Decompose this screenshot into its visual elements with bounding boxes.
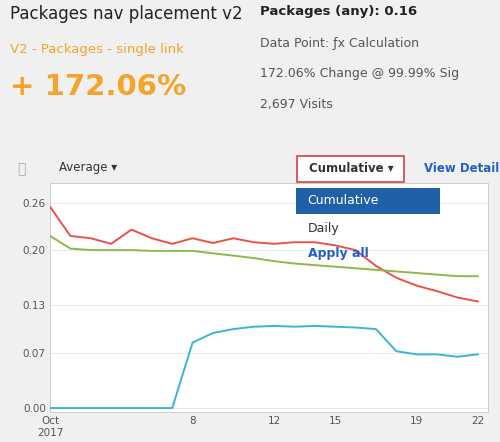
Text: Packages (any): 0.16: Packages (any): 0.16	[260, 4, 417, 18]
Text: V2 - Packages - single link: V2 - Packages - single link	[10, 43, 184, 56]
Text: Average ▾: Average ▾	[59, 161, 117, 174]
Text: 172.06% Change @ 99.99% Sig: 172.06% Change @ 99.99% Sig	[260, 67, 459, 80]
Text: Cumulative: Cumulative	[308, 194, 379, 207]
Text: Data Point: ƒx Calculation: Data Point: ƒx Calculation	[260, 37, 419, 50]
Text: + 172.06%: + 172.06%	[10, 73, 186, 102]
Text: 🖈: 🖈	[17, 163, 25, 176]
Text: View Details: View Details	[424, 161, 500, 175]
Text: Apply all: Apply all	[308, 247, 368, 259]
Text: Packages nav placement v2: Packages nav placement v2	[10, 4, 242, 23]
Text: Daily: Daily	[308, 222, 339, 235]
FancyBboxPatch shape	[296, 156, 405, 182]
Text: Cumulative ▾: Cumulative ▾	[309, 161, 394, 175]
Text: 2,697 Visits: 2,697 Visits	[260, 98, 333, 111]
FancyBboxPatch shape	[296, 187, 440, 214]
